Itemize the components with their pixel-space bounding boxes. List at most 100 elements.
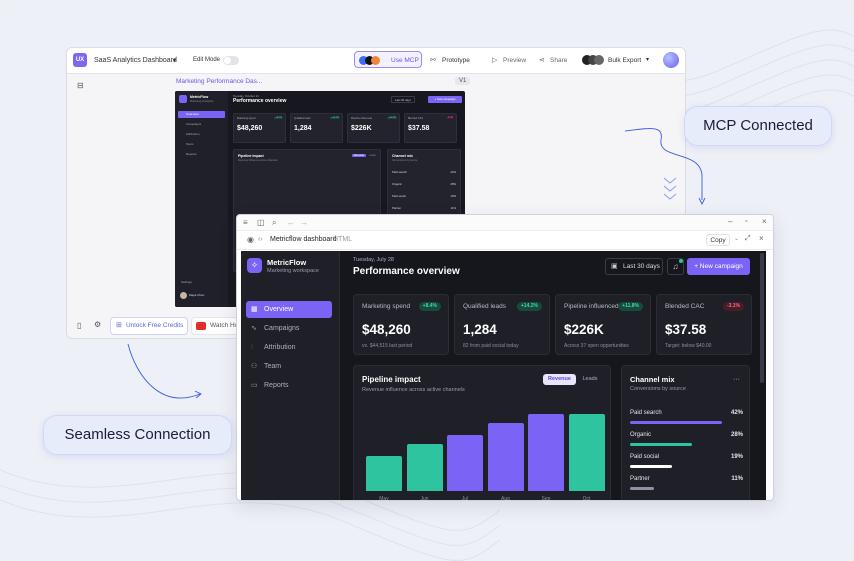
panel-icon[interactable]: ◫	[257, 218, 265, 227]
more-options-icon[interactable]: ···	[733, 376, 740, 383]
channel-name: Paid search	[630, 410, 662, 416]
users-icon: ⚇	[251, 363, 258, 370]
mini-pipeline-subtitle: Revenue influence across channels	[238, 159, 278, 162]
bulk-export-button[interactable]: Bulk Export	[608, 57, 642, 64]
mini-sidebar: MetricFlow Marketing workspace Overview C…	[175, 91, 228, 307]
new-campaign-button[interactable]: + New campaign	[687, 258, 750, 275]
chevron-down-icon[interactable]: ▾	[173, 58, 177, 64]
channel-mix-panel: Channel mix Conversions by source ··· Pa…	[621, 365, 750, 500]
watch-how-label: Watch How	[210, 322, 243, 329]
user-avatar[interactable]	[663, 52, 679, 68]
kpi-card: Pipeline influenced +11.8% $226K Across 37 …	[555, 294, 651, 355]
prototype-button[interactable]: Prototype	[442, 57, 470, 64]
editor-bottom-toolbar: ▯ ⚙ ⊞ Unlock Free Credits Watch How	[67, 314, 685, 338]
kpi-label: Pipeline influenced	[564, 303, 619, 310]
chevron-down-icon[interactable]: ⌄	[734, 236, 740, 242]
mini-kpi-card: Blended CAC -3.1% $37.58	[404, 113, 457, 143]
back-arrow-icon[interactable]: ←	[287, 218, 295, 227]
editor-toolbar: UX SaaS Analytics Dashboard ▾ Edit Mode …	[67, 48, 685, 74]
watch-how-button[interactable]: Watch How	[191, 317, 243, 335]
mini-kpi-value: $226K	[351, 125, 372, 132]
mini-nav-item: Team	[186, 142, 194, 146]
sidebar-item-label: Team	[264, 363, 282, 370]
mini-channel-pct: 28%	[450, 182, 456, 186]
preview-button[interactable]: Preview	[503, 57, 527, 64]
kpi-value: $48,260	[362, 322, 411, 337]
bell-icon[interactable]: ♫	[667, 258, 684, 275]
mini-kpi-value: $37.58	[408, 125, 430, 132]
chart-bar[interactable]	[406, 444, 443, 491]
grid-icon: ▦	[251, 306, 258, 313]
sidebar-item-team[interactable]: ⚇ Team	[246, 358, 332, 375]
mini-date: Tuesday, October 21	[233, 94, 259, 98]
kpi-subtext: Target: below $40.00	[665, 343, 712, 349]
close-icon[interactable]: ×	[759, 234, 764, 243]
sidebar-item-attribution[interactable]: ⫶ Attribution	[246, 339, 332, 356]
chart-bar[interactable]	[366, 456, 402, 491]
chart-bar[interactable]	[447, 435, 483, 491]
tab-leads[interactable]: Leads	[582, 376, 598, 382]
chevron-down-icon[interactable]: ▾	[646, 57, 650, 63]
menu-icon[interactable]: ≡	[243, 218, 248, 227]
window-titlebar: ≡ ◫ ⌕ ← → – ▫ ×	[237, 215, 773, 231]
close-icon[interactable]: ×	[762, 217, 767, 226]
scrollbar[interactable]	[760, 253, 764, 383]
date-range-button[interactable]: ▣ Last 30 days	[605, 258, 663, 275]
mini-channel-name: Partner	[392, 206, 402, 210]
play-icon: ▷	[492, 57, 498, 64]
expand-icon[interactable]: ⤢	[745, 235, 751, 242]
panel-toggle-icon[interactable]: ⊟	[77, 81, 84, 90]
sidebar-item-label: Attribution	[264, 344, 296, 351]
mini-brand: MetricFlow	[190, 95, 209, 99]
sidebar-item-reports[interactable]: ▭ Reports	[246, 377, 332, 394]
mini-kpi-card: Pipeline influenced +11.8% $226K	[347, 113, 400, 143]
copy-button[interactable]: Copy	[706, 234, 730, 246]
channel-row: Partner 11%	[630, 476, 743, 496]
pipeline-subtitle: Revenue influence across active channels	[362, 387, 465, 393]
mini-channel-title: Channel mix	[392, 154, 413, 158]
sidebar-item-overview[interactable]: ▦ Overview	[246, 301, 332, 318]
mini-kpi-delta: +11.8%	[387, 117, 397, 119]
kpi-subtext: vs. $44,515 last period	[362, 343, 413, 349]
project-title[interactable]: SaaS Analytics Dashboard	[94, 57, 177, 64]
gear-icon[interactable]: ⚙	[94, 320, 102, 329]
minimize-icon[interactable]: –	[728, 217, 733, 226]
kpi-card: Blended CAC -3.1% $37.58 Target: below $40.…	[656, 294, 752, 355]
channel-progress-bar	[630, 443, 692, 446]
mini-user-avatar	[180, 292, 187, 299]
maximize-icon[interactable]: ▫	[745, 218, 748, 225]
mcp-avatar-icon	[359, 56, 368, 65]
use-mcp-button[interactable]: Use MCP	[354, 51, 422, 68]
mini-kpi-label: Pipeline influenced	[351, 117, 372, 120]
toggle-knob	[224, 57, 231, 64]
notification-dot	[679, 259, 683, 263]
code-icon[interactable]: ‹›	[258, 236, 263, 243]
unlock-credits-button[interactable]: ⊞ Unlock Free Credits	[110, 317, 188, 335]
kpi-label: Qualified leads	[463, 303, 506, 310]
channel-name: Paid social	[630, 454, 660, 460]
chart-bar[interactable]	[568, 414, 605, 491]
search-icon[interactable]: ⌕	[272, 218, 277, 227]
chart-x-tick-label: Oct	[582, 496, 591, 501]
version-badge[interactable]: V1	[455, 77, 471, 85]
eye-icon[interactable]: ◉	[247, 235, 254, 244]
use-mcp-label: Use MCP	[391, 57, 419, 64]
current-date: Tuesday, July 28	[353, 257, 394, 263]
mini-channel-name: Organic	[392, 182, 402, 186]
share-button[interactable]: Share	[550, 57, 568, 64]
frame-title[interactable]: Marketing Performance Das...	[176, 78, 263, 85]
forward-arrow-icon[interactable]: →	[300, 218, 308, 227]
sidebar-item-label: Reports	[264, 382, 289, 389]
chart-bar[interactable]	[487, 423, 524, 491]
sidebar-item-label: Campaigns	[264, 325, 300, 332]
chart-bar[interactable]	[528, 414, 564, 491]
prototype-icon: ⚯	[430, 57, 436, 64]
sidebar-item-campaigns[interactable]: ∿ Campaigns	[246, 320, 332, 337]
tab-revenue[interactable]: Revenue	[543, 374, 576, 385]
mini-pipeline-title: Pipeline impact	[238, 154, 264, 158]
phone-icon[interactable]: ▯	[77, 321, 82, 330]
export-avatar-icon	[588, 55, 598, 65]
edit-mode-toggle[interactable]	[223, 56, 239, 65]
bar-chart-icon: ⫶	[251, 344, 253, 351]
mini-kpi-label: Blended CAC	[408, 117, 424, 120]
